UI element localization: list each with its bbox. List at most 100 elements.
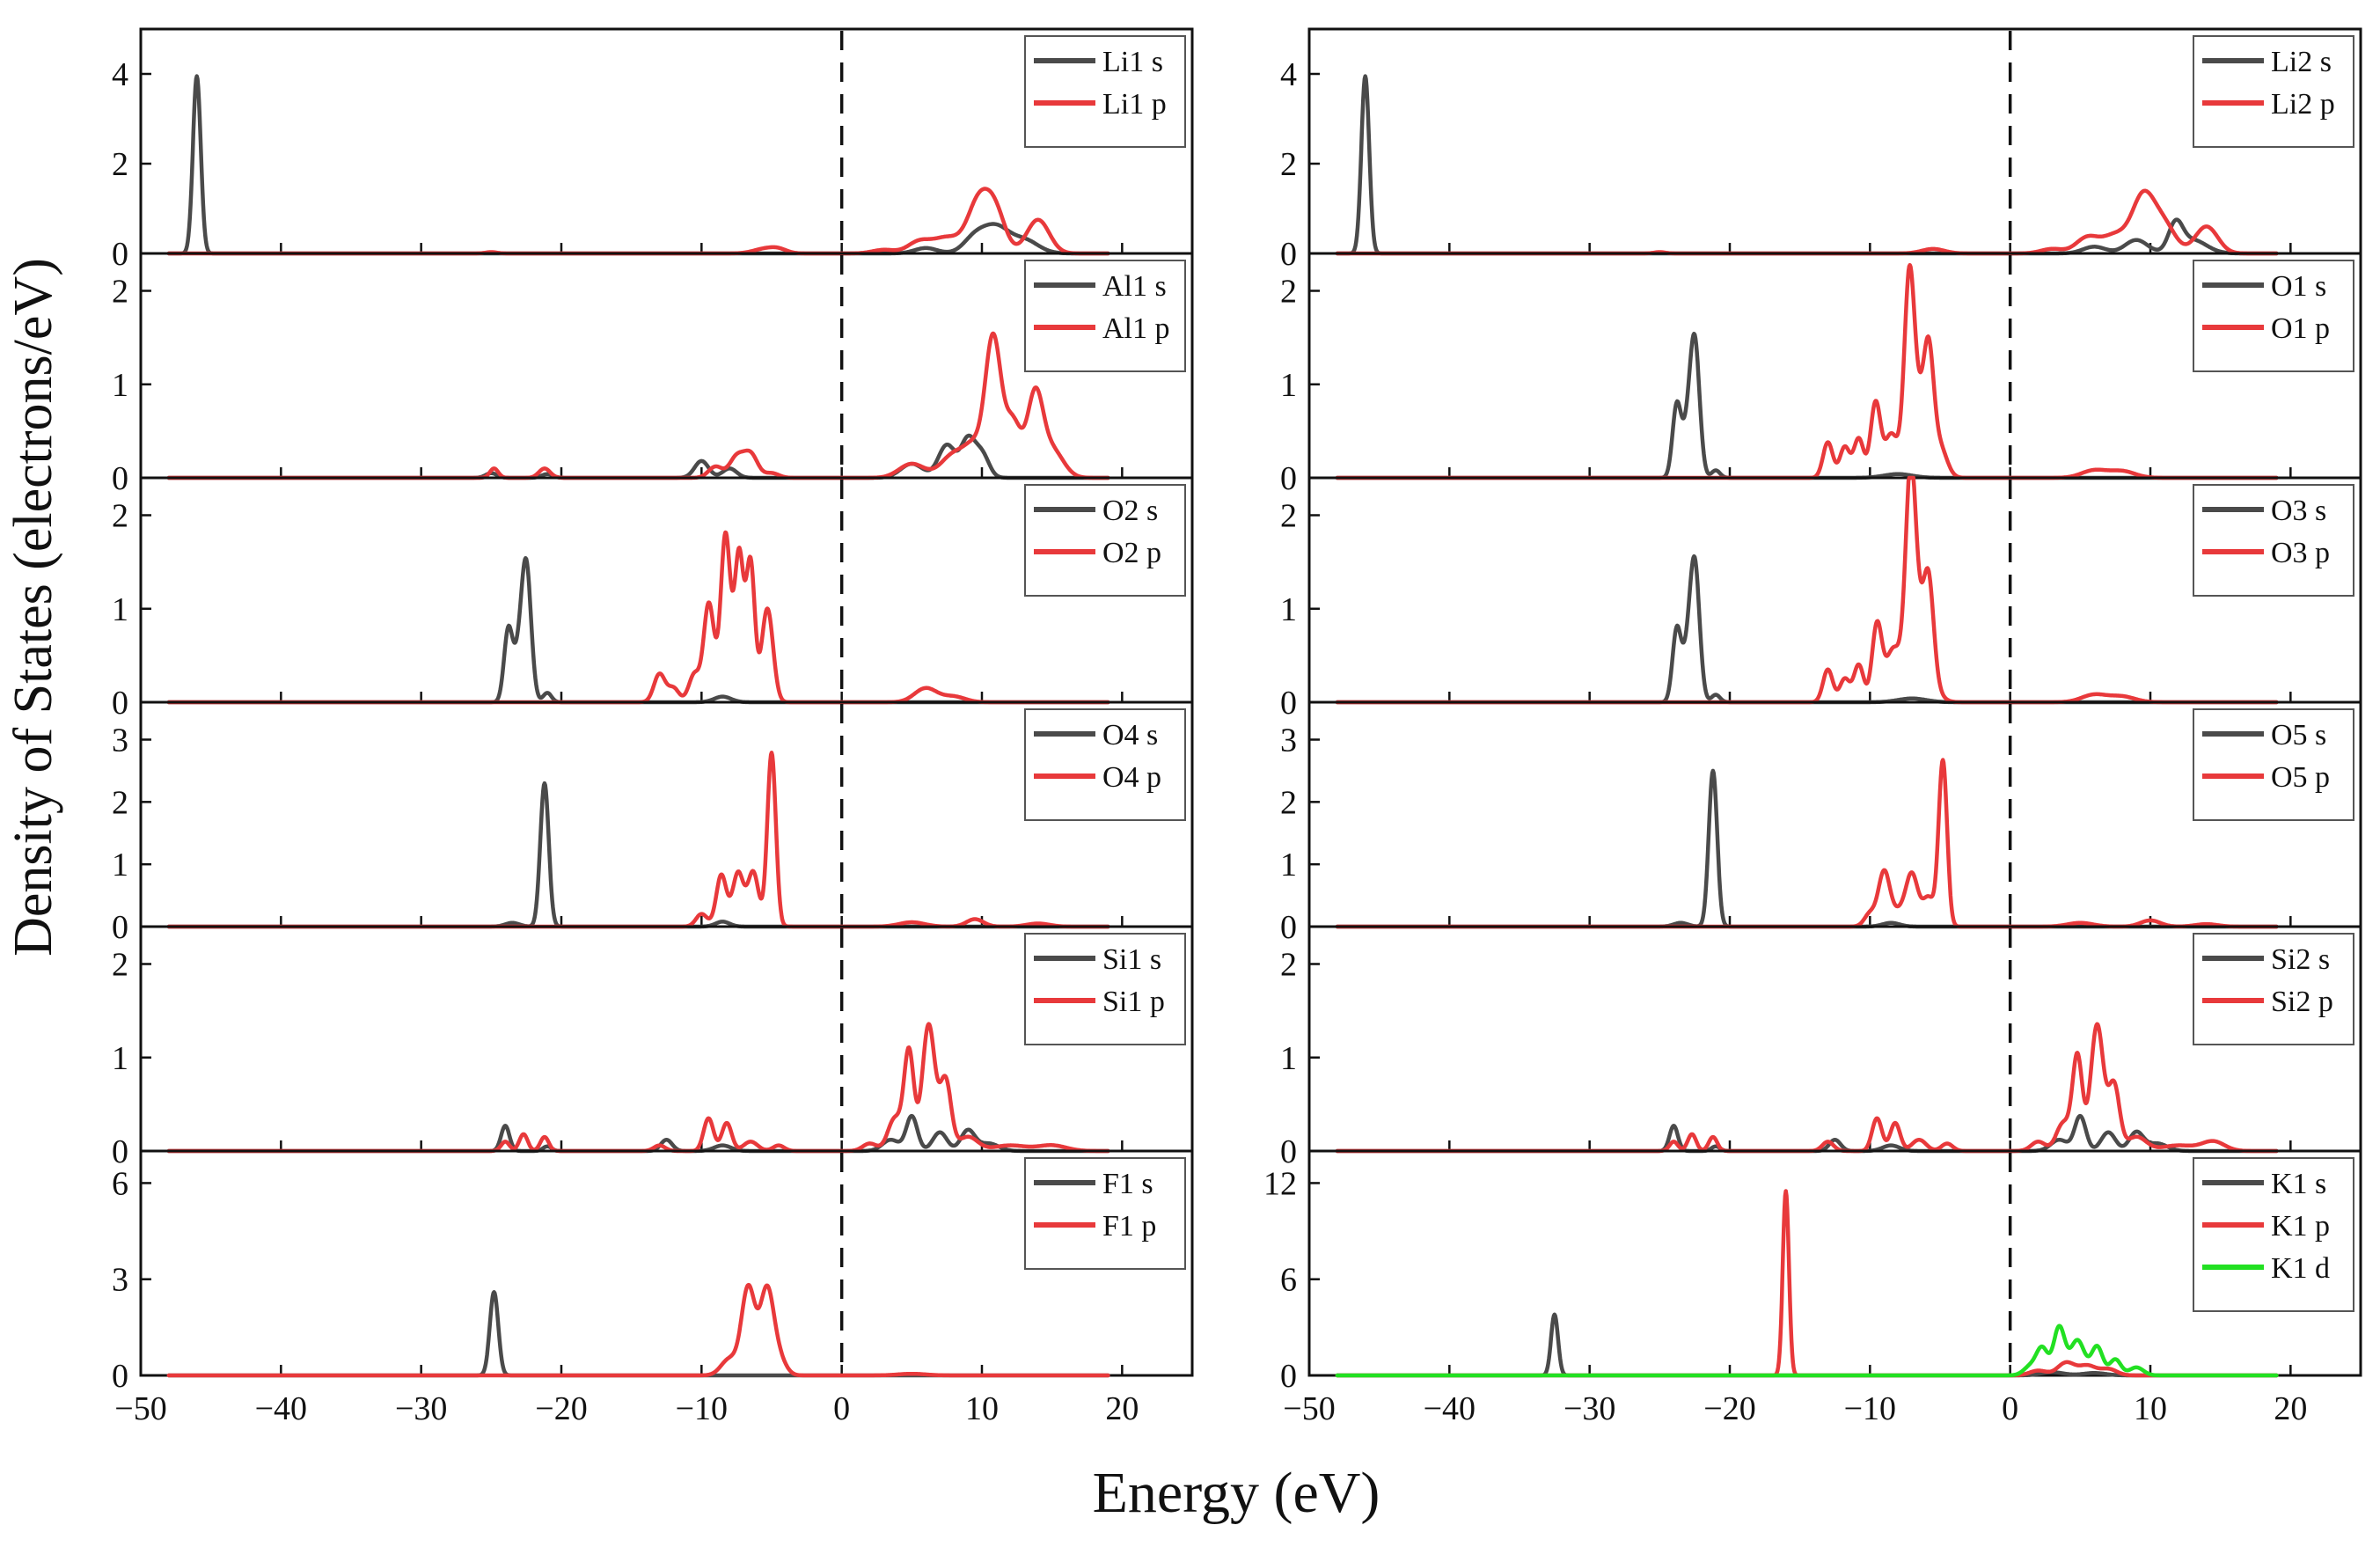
y-tick-label: 1 [1280, 847, 1297, 883]
series-o1-s [1335, 331, 2279, 480]
x-tick-label: −20 [535, 1390, 587, 1427]
y-tick-label: 1 [112, 591, 128, 628]
y-tick-label: 4 [112, 56, 128, 93]
series-o4-p [166, 751, 1110, 929]
y-axis-label: Density of States (electrons/eV) [4, 258, 63, 957]
y-tick-label: 1 [112, 367, 128, 404]
y-tick-label: 1 [1280, 367, 1297, 404]
series-k1-p [1335, 1189, 2279, 1378]
legend [1024, 260, 1186, 372]
y-tick-label: 12 [1263, 1165, 1297, 1202]
y-tick-label: 2 [1280, 498, 1297, 535]
y-tick-label: 1 [112, 1040, 128, 1077]
x-tick-label: 0 [833, 1390, 850, 1427]
x-tick-label: −20 [1703, 1390, 1755, 1427]
x-tick-label: −40 [1424, 1390, 1476, 1427]
legend [2193, 933, 2354, 1045]
x-tick-label: 10 [2134, 1390, 2167, 1427]
legend-entry: Si2 s [2271, 943, 2330, 976]
legend-entry: O4 p [1102, 761, 1161, 794]
y-tick-label: 3 [112, 1262, 128, 1299]
legend-entry: Li1 p [1102, 88, 1167, 121]
y-tick-label: 3 [112, 722, 128, 759]
series-o1-p [1335, 262, 2279, 480]
legend-entry: F1 s [1102, 1168, 1153, 1200]
panel-si1: 0 1 2 Si1 s Si1 p [112, 925, 1194, 1170]
legend-entry: O1 s [2271, 270, 2326, 303]
legend [1024, 35, 1186, 148]
y-tick-label: 2 [1280, 784, 1297, 821]
y-tick-label: 2 [112, 146, 128, 183]
legend-entry: Si1 p [1102, 986, 1165, 1018]
x-tick-label: −30 [1563, 1390, 1615, 1427]
series-o2-p [166, 530, 1110, 705]
y-tick-label: 2 [1280, 947, 1297, 984]
legend-entry: O3 s [2271, 495, 2326, 527]
legend-entry: Si2 p [2271, 986, 2333, 1018]
series-al1-p [166, 331, 1110, 480]
series-li1-s [166, 74, 1110, 256]
y-tick-label: 0 [1280, 1358, 1297, 1395]
legend [1024, 708, 1186, 821]
y-tick-label: 3 [1280, 722, 1297, 759]
y-tick-label: 0 [112, 236, 128, 273]
y-tick-label: 1 [1280, 591, 1297, 628]
y-tick-label: 2 [112, 947, 128, 984]
panel-al1: 0 1 2 Al1 s Al1 p [112, 252, 1194, 497]
x-tick-label: 20 [2274, 1390, 2307, 1427]
legend-entry: K1 d [2271, 1252, 2330, 1285]
x-tick-label: −50 [114, 1390, 166, 1427]
legend-entry: O3 p [2271, 537, 2330, 569]
series-o5-s [1335, 768, 2279, 929]
legend-entry: O5 s [2271, 719, 2326, 752]
panel-li2: 0 2 4 Li2 s Li2 p [1280, 27, 2362, 273]
panel-li1: 0 2 4 Li1 s Li1 p [112, 27, 1194, 273]
legend-entry: F1 p [1102, 1210, 1156, 1243]
legend [1024, 933, 1186, 1045]
y-tick-label: 4 [1280, 56, 1297, 93]
x-tick-label: −10 [1844, 1390, 1896, 1427]
panel-f1: 0 3 6 −50 −40 −30 −20 −10 0 10 20 F1 s F1 p [112, 1149, 1194, 1427]
x-tick-label: −30 [395, 1390, 447, 1427]
y-tick-label: 2 [1280, 146, 1297, 183]
y-tick-label: 0 [112, 1133, 128, 1170]
legend [1024, 484, 1186, 597]
x-tick-label: −50 [1283, 1390, 1335, 1427]
x-tick-label: 0 [2002, 1390, 2018, 1427]
series-o3-s [1335, 554, 2279, 705]
y-tick-label: 0 [112, 909, 128, 946]
series-li2-s [1335, 74, 2279, 256]
legend-entry: Si1 s [1102, 943, 1161, 976]
legend-entry: K1 p [2271, 1210, 2330, 1243]
panel-k1: 0 6 12 −50 −40 −30 −20 −10 0 10 20 K1 s K1 p K1 d [1263, 1149, 2362, 1427]
y-tick-label: 2 [112, 274, 128, 311]
series-f1-s [166, 1290, 1110, 1378]
y-tick-label: 2 [112, 498, 128, 535]
panel-o3: 0 1 2 O3 s O3 p [1280, 475, 2362, 722]
legend-entry: Li2 p [2271, 88, 2335, 121]
x-tick-label: 10 [965, 1390, 999, 1427]
y-tick-label: 2 [1280, 274, 1297, 311]
legend-entry: O5 p [2271, 761, 2330, 794]
legend [2193, 484, 2354, 597]
legend-entry: O2 p [1102, 537, 1161, 569]
x-axis-label: Energy (eV) [1093, 1461, 1380, 1525]
series-o5-p [1335, 758, 2279, 929]
panel-si2: 0 1 2 Si2 s Si2 p [1280, 925, 2362, 1170]
legend-entry: Al1 p [1102, 312, 1170, 345]
panel-o4: 0 1 2 3 O4 s O4 p [112, 700, 1194, 946]
legend-entry: Li2 s [2271, 46, 2332, 78]
legend-entry: K1 s [2271, 1168, 2326, 1200]
series-o2-s [166, 555, 1110, 705]
y-tick-label: 0 [1280, 685, 1297, 722]
series-li1-p [166, 187, 1110, 256]
y-tick-label: 2 [112, 784, 128, 821]
y-tick-label: 0 [1280, 236, 1297, 273]
y-tick-label: 1 [1280, 1040, 1297, 1077]
legend [2193, 35, 2354, 148]
series-f1-p [166, 1282, 1110, 1378]
y-tick-label: 0 [112, 685, 128, 722]
series-k1-d [1335, 1323, 2279, 1378]
